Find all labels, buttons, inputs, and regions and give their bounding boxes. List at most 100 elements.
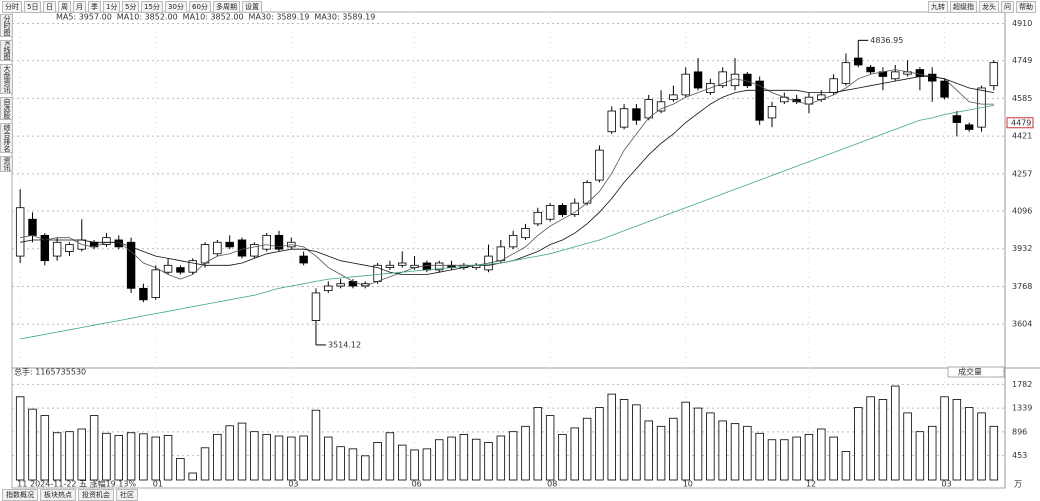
sidebar-tab[interactable]: 资讯	[0, 156, 13, 172]
volume-bar	[964, 407, 974, 481]
candle-body	[262, 234, 271, 250]
candle-body	[989, 62, 999, 87]
candle-body	[940, 80, 949, 98]
toolbar-button[interactable]: 日	[43, 1, 56, 13]
y-tick-label: 4749	[1012, 56, 1032, 65]
volume-bar	[644, 420, 653, 481]
volume-bar	[619, 399, 629, 481]
volume-selector[interactable]: 成交量	[958, 367, 982, 377]
toolbar-button[interactable]: 15分	[141, 1, 163, 13]
toolbar-button[interactable]: 30分	[165, 1, 187, 13]
candle-body	[52, 241, 62, 257]
candle-body	[336, 283, 345, 287]
volume-bar	[373, 442, 382, 481]
volume-bar	[102, 432, 111, 481]
volume-bar	[693, 407, 703, 481]
volume-bar	[891, 385, 900, 481]
volume-bar	[595, 407, 604, 481]
volume-bar	[398, 444, 407, 481]
sidebar-tab[interactable]: K线图	[0, 40, 13, 61]
bottom-tab[interactable]: 投资机会	[78, 489, 114, 501]
candle-body	[582, 181, 592, 204]
candle-body	[767, 106, 777, 119]
candle-body	[311, 292, 321, 321]
toolbar-button[interactable]: 1分	[103, 1, 121, 13]
indicator-value: MA10: 3852.00	[183, 13, 244, 22]
y-tick-label: 3768	[1012, 282, 1032, 291]
volume-bar	[878, 399, 888, 481]
x-tick-label: 10	[683, 480, 693, 489]
volume-bar	[40, 415, 50, 481]
volume-bar	[459, 433, 469, 481]
volume-bar	[176, 458, 185, 481]
sidebar-tab[interactable]: 自选股	[0, 97, 13, 120]
bottom-tab[interactable]: 板块热点	[40, 489, 76, 501]
bottom-tab[interactable]: 指数概况	[2, 489, 38, 501]
candle-body	[755, 80, 764, 121]
volume-bar	[570, 427, 580, 481]
ma-line	[20, 76, 994, 275]
volume-bar	[582, 417, 592, 481]
indicator-value: MA5: 3957.00	[56, 13, 112, 22]
indicator-value: MA10: 3852.00	[117, 13, 178, 22]
sidebar-tab[interactable]: 综合排名	[0, 123, 13, 153]
volume-bar	[447, 436, 456, 481]
toolbar-button[interactable]: 帮助	[1016, 1, 1036, 13]
volume-tick-label: 453	[1012, 451, 1027, 460]
bottom-tab[interactable]: 社区	[116, 489, 138, 501]
candle-body	[927, 73, 937, 82]
toolbar-button[interactable]: 九转	[928, 1, 948, 13]
volume-bar	[348, 448, 358, 481]
candle-body	[632, 108, 641, 121]
volume-bar	[829, 436, 838, 481]
volume-selector-box[interactable]	[947, 366, 1005, 378]
toolbar-button[interactable]: 龙头	[979, 1, 999, 13]
y-tick-label: 4910	[1012, 19, 1032, 28]
toolbar-button[interactable]: 5日	[24, 1, 42, 13]
candle-body	[915, 69, 925, 77]
sidebar-tab[interactable]: 大盘资讯	[0, 64, 13, 94]
volume-bar	[940, 396, 949, 481]
volume-bar	[817, 428, 826, 481]
toolbar-button[interactable]: 月	[73, 1, 86, 13]
toolbar-button[interactable]: 季	[88, 1, 101, 13]
volume-bar	[755, 432, 764, 481]
volume-bar	[706, 412, 715, 481]
candle-body	[126, 241, 136, 289]
candle-body	[40, 234, 50, 262]
volume-bar	[77, 428, 87, 481]
y-tick-label: 4096	[1012, 206, 1032, 215]
low-annotation: 3514.12	[328, 340, 361, 349]
sidebar-tab[interactable]: 分时图	[0, 14, 13, 37]
volume-bar	[237, 422, 247, 481]
volume-bar	[262, 433, 271, 481]
candle-body	[952, 115, 962, 123]
volume-bar	[114, 435, 123, 481]
toolbar-button[interactable]: 5分	[122, 1, 140, 13]
volume-bar	[188, 472, 197, 481]
volume-bar	[213, 433, 222, 481]
volume-bar	[200, 447, 210, 481]
toolbar-button[interactable]: 周	[58, 1, 71, 13]
x-tick-label: 03	[942, 480, 952, 489]
toolbar-button[interactable]: 设置	[242, 1, 262, 13]
high-annotation: 4836.95	[870, 36, 903, 45]
volume-bar	[274, 435, 284, 481]
volume-bar	[15, 396, 25, 481]
current-price-box	[1006, 117, 1034, 129]
volume-bar	[163, 435, 173, 481]
volume-bar	[903, 412, 912, 481]
toolbar-button[interactable]: 问	[1001, 1, 1014, 13]
toolbar-button[interactable]: 超级指	[950, 1, 977, 13]
candle-body	[385, 264, 395, 268]
toolbar-button[interactable]: 多周期	[213, 1, 240, 13]
candle-body	[496, 246, 506, 262]
volume-bar	[521, 425, 530, 481]
volume-bar	[28, 408, 37, 481]
candle-body	[213, 241, 222, 255]
toolbar-button[interactable]: 分时	[2, 1, 22, 13]
candle-body	[619, 108, 629, 128]
toolbar-button[interactable]: 60分	[189, 1, 211, 13]
